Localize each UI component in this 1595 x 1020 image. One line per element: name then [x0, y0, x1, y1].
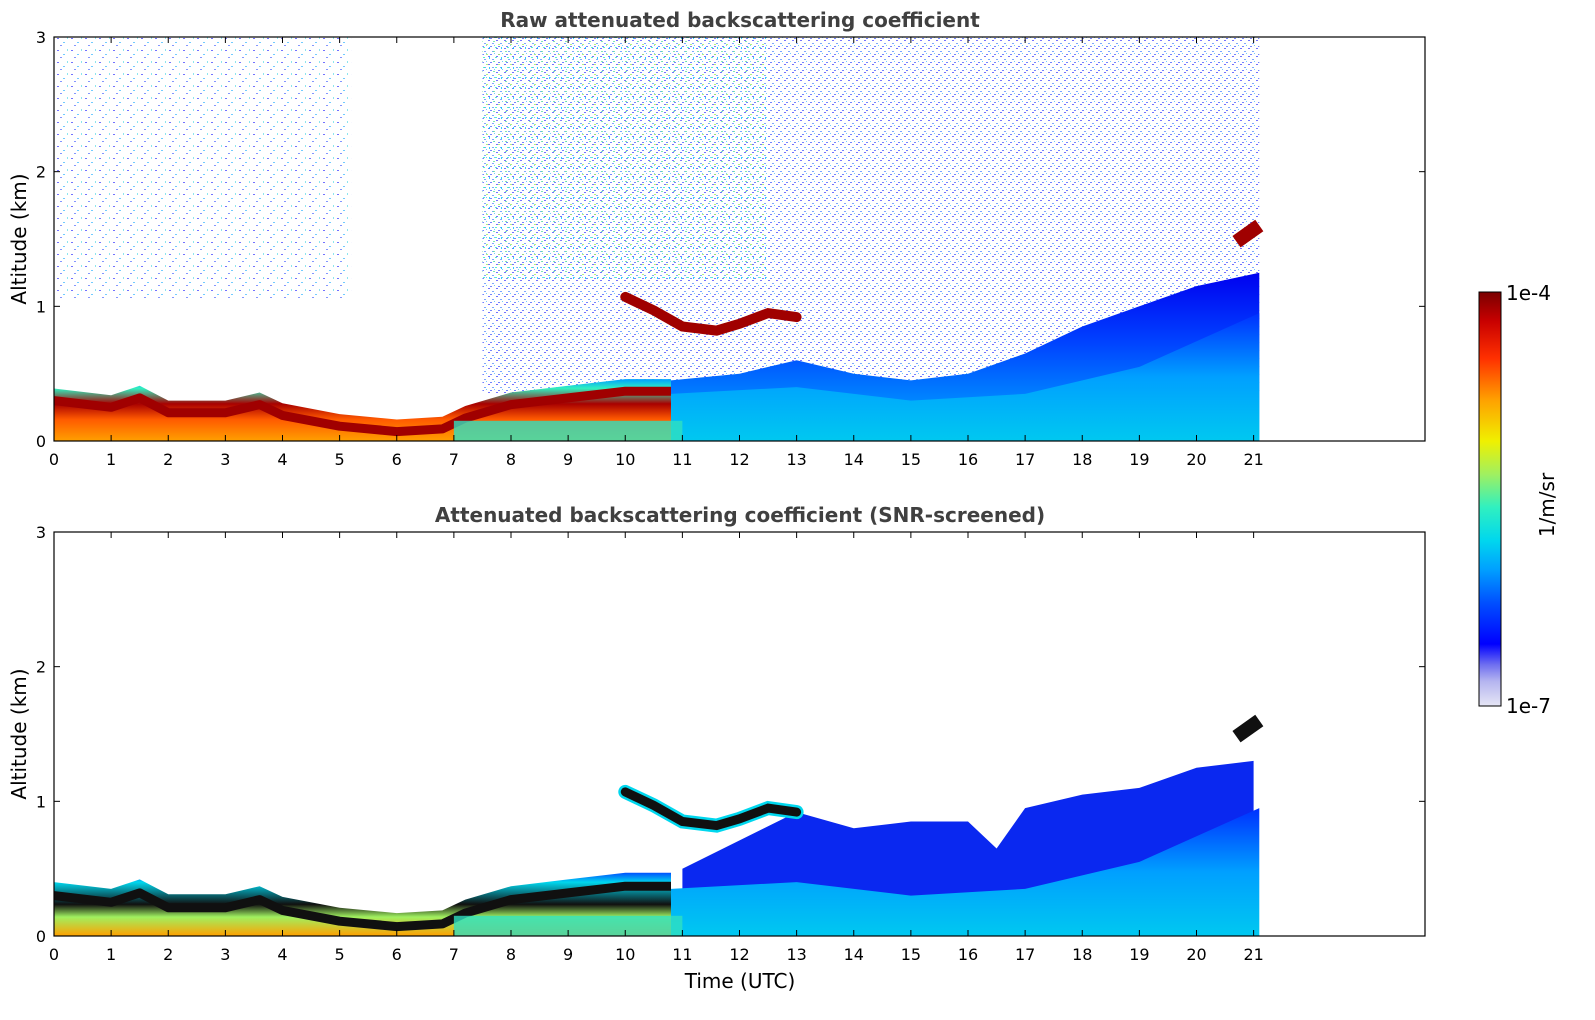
y-tick-label: 2 [36, 163, 46, 182]
green-noise-region [482, 37, 769, 280]
x-tick-label: 9 [563, 945, 573, 964]
x-tick-label: 20 [1186, 450, 1206, 469]
x-tick-label: 1 [106, 945, 116, 964]
top-y-axis: 0 1 2 3 [36, 28, 1425, 451]
x-tick-label: 13 [786, 945, 806, 964]
y-tick-label: 1 [36, 792, 46, 811]
x-tick-label: 10 [615, 450, 635, 469]
x-tick-label: 10 [615, 945, 635, 964]
late-cloud-line [1232, 219, 1264, 248]
colorbar-gradient [1478, 291, 1502, 707]
y-tick-label: 0 [36, 927, 46, 946]
x-tick-label: 16 [958, 450, 978, 469]
x-tick-label: 3 [220, 450, 230, 469]
x-tick-label: 5 [335, 450, 345, 469]
upper-noise-region [54, 37, 352, 300]
x-tick-label: 6 [392, 945, 402, 964]
top-panel-title: Raw attenuated backscattering coefficien… [500, 8, 980, 32]
bottom-y-axis-label: Altitude (km) [7, 668, 31, 799]
x-tick-label: 13 [786, 450, 806, 469]
colorbar-units-label: 1/m/sr [1535, 472, 1559, 537]
x-tick-label: 14 [844, 945, 864, 964]
boundary-layer-top-line [54, 881, 671, 932]
x-tick-label: 8 [506, 945, 516, 964]
x-tick-label: 7 [449, 945, 459, 964]
y-tick-label: 3 [36, 28, 46, 47]
y-tick-label: 1 [36, 297, 46, 316]
x-tick-label: 0 [49, 945, 59, 964]
x-tick-label: 4 [277, 945, 287, 964]
colorbar-max-label: 1e-4 [1506, 281, 1551, 305]
bottom-heatmap [54, 714, 1264, 936]
x-tick-label: 21 [1243, 945, 1263, 964]
x-tick-label: 17 [1015, 945, 1035, 964]
bottom-panel-title: Attenuated backscattering coefficient (S… [435, 503, 1045, 527]
x-tick-label: 15 [901, 450, 921, 469]
bottom-x-axis-label: Time (UTC) [684, 969, 796, 993]
x-tick-label: 3 [220, 945, 230, 964]
x-tick-label: 6 [392, 450, 402, 469]
x-tick-label: 15 [901, 945, 921, 964]
x-tick-label: 18 [1072, 945, 1092, 964]
cloud-layer-line [620, 787, 802, 831]
cloud-layer-line [620, 291, 802, 336]
x-tick-label: 1 [106, 450, 116, 469]
x-tick-label: 19 [1129, 945, 1149, 964]
x-tick-label: 0 [49, 450, 59, 469]
x-tick-label: 12 [729, 945, 749, 964]
y-tick-label: 2 [36, 658, 46, 677]
y-tick-label: 0 [36, 432, 46, 451]
top-x-axis: 0 1 2 3 4 5 6 7 8 9 10 11 12 13 14 15 16 17 18 19 20 21 [49, 37, 1264, 469]
x-tick-label: 17 [1015, 450, 1035, 469]
bottom-x-axis: 0 1 2 3 4 5 6 7 8 9 10 11 12 13 14 15 16 17 18 19 20 21 [49, 532, 1264, 964]
top-panel: Raw attenuated backscattering coefficien… [7, 8, 1426, 469]
y-tick-label: 3 [36, 523, 46, 542]
x-tick-label: 8 [506, 450, 516, 469]
top-heatmap [54, 37, 1264, 441]
x-tick-label: 4 [277, 450, 287, 469]
x-tick-label: 16 [958, 945, 978, 964]
bottom-panel: Attenuated backscattering coefficient (S… [7, 503, 1426, 993]
boundary-layer-top-line [54, 386, 671, 437]
x-tick-label: 19 [1129, 450, 1149, 469]
x-tick-label: 11 [672, 945, 692, 964]
colorbar-min-label: 1e-7 [1506, 694, 1551, 718]
late-cloud-line [1232, 714, 1264, 743]
x-tick-label: 9 [563, 450, 573, 469]
bottom-y-axis: 0 1 2 3 [36, 523, 1425, 946]
x-tick-label: 2 [163, 945, 173, 964]
top-y-axis-label: Altitude (km) [7, 173, 31, 304]
x-tick-label: 14 [844, 450, 864, 469]
x-tick-label: 12 [729, 450, 749, 469]
lower-aerosol-region [671, 313, 1260, 441]
lower-aerosol-region [671, 808, 1260, 936]
x-tick-label: 7 [449, 450, 459, 469]
x-tick-label: 21 [1243, 450, 1263, 469]
colorbar: 1e-4 1e-7 1/m/sr [1478, 281, 1559, 718]
x-tick-label: 5 [335, 945, 345, 964]
x-tick-label: 2 [163, 450, 173, 469]
x-tick-label: 20 [1186, 945, 1206, 964]
x-tick-label: 11 [672, 450, 692, 469]
x-tick-label: 18 [1072, 450, 1092, 469]
